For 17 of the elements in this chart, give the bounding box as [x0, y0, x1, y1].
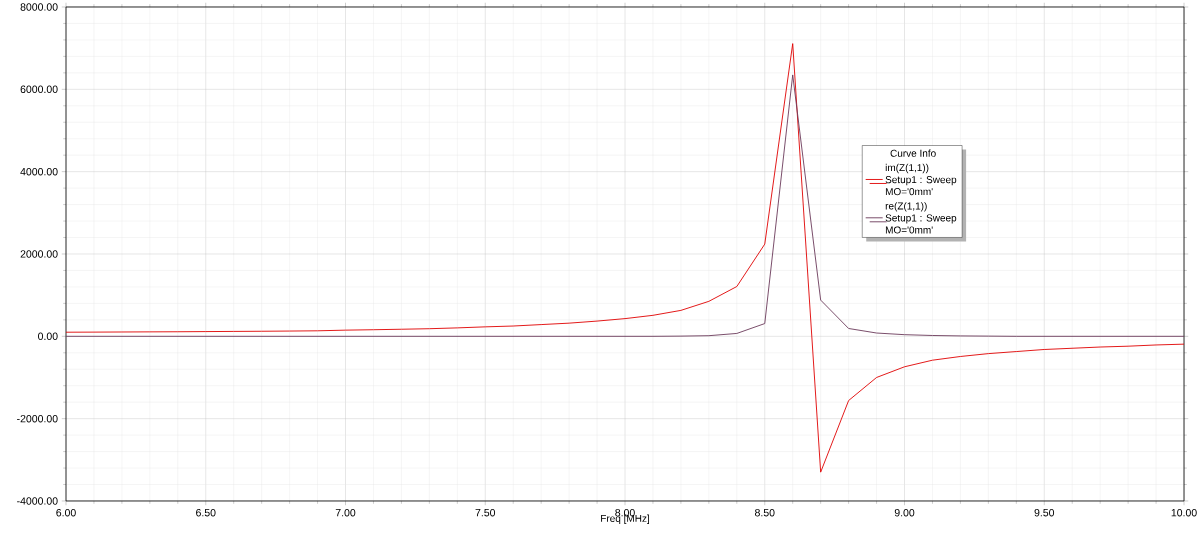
x-tick-label: 9.50 [1034, 508, 1055, 517]
x-tick-label: 8.50 [755, 508, 775, 517]
y-tick-label: 6000.00 [20, 85, 58, 94]
x-tick-label: 7.00 [335, 508, 356, 517]
legend-title: Curve Info [890, 149, 936, 157]
x-tick-label: 6.00 [56, 508, 76, 517]
y-tick-label: -4000.00 [17, 497, 58, 505]
x-tick-label: 10.00 [1171, 508, 1197, 517]
y-tick-label: -2000.00 [17, 414, 58, 423]
y-tick-label: 8000.00 [20, 3, 58, 11]
x-tick-label: 7.50 [475, 508, 496, 517]
x-tick-label: 9.00 [894, 508, 915, 517]
legend-label: re(Z(1,1)) Setup1 : Sweep MO='0mm' [885, 202, 957, 234]
x-tick-label: 6.50 [196, 508, 216, 517]
y-tick-label: 0.00 [38, 332, 58, 341]
y-tick-label: 4000.00 [20, 167, 58, 176]
y-tick-label: 2000.00 [20, 250, 58, 258]
